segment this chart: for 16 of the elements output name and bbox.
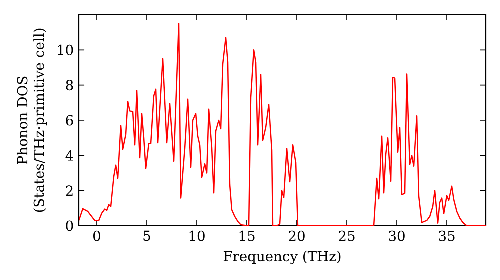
y-tick-label: 2: [66, 186, 73, 196]
y-axis-title: Phonon DOS (States/THz·primitive cell): [16, 28, 48, 212]
x-tick-label: 25: [339, 230, 355, 242]
y-tick-label: 0: [66, 220, 74, 232]
x-tick-label: 0: [94, 230, 100, 242]
y-tick-label: 4: [66, 150, 74, 161]
x-tick-label: 10: [190, 230, 205, 242]
y-tick-label: 10: [58, 44, 74, 56]
x-tick-label: 30: [389, 230, 405, 242]
x-tick-label: 20: [289, 230, 305, 242]
x-axis-title: Frequency (THz): [224, 250, 341, 264]
y-tick-label: 8: [66, 80, 74, 91]
y-tick-label: 6: [66, 115, 74, 126]
x-tick-label: 15: [240, 230, 255, 242]
x-tick-label: 35: [439, 230, 455, 242]
x-tick-label: 5: [144, 230, 150, 242]
